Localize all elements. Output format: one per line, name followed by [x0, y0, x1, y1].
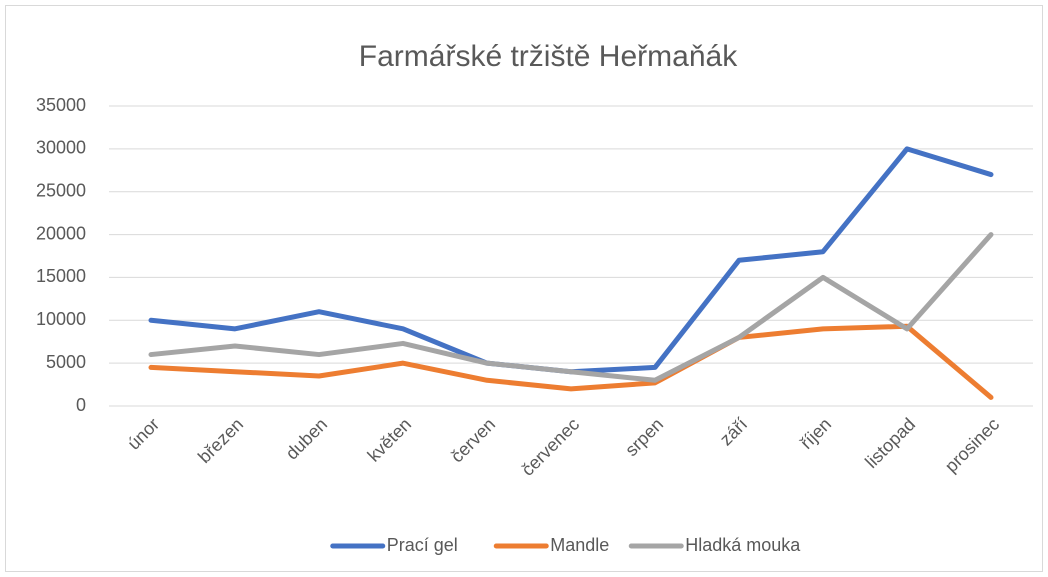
legend-label: Mandle [550, 535, 609, 555]
legend-label: Prací gel [387, 535, 458, 555]
y-tick-label: 30000 [36, 138, 86, 158]
y-tick-label: 20000 [36, 223, 86, 243]
chart-border [5, 5, 1043, 572]
y-tick-label: 35000 [36, 95, 86, 115]
line-series [148, 323, 994, 400]
y-tick-label: 15000 [36, 266, 86, 286]
chart-title: Farmářské tržiště Heřmaňák [359, 40, 738, 73]
legend-label: Hladká mouka [685, 535, 801, 555]
y-tick-label: 5000 [46, 352, 86, 372]
line-series [148, 232, 994, 383]
y-tick-label: 0 [76, 395, 86, 415]
y-tick-label: 25000 [36, 180, 86, 200]
y-tick-label: 10000 [36, 309, 86, 329]
